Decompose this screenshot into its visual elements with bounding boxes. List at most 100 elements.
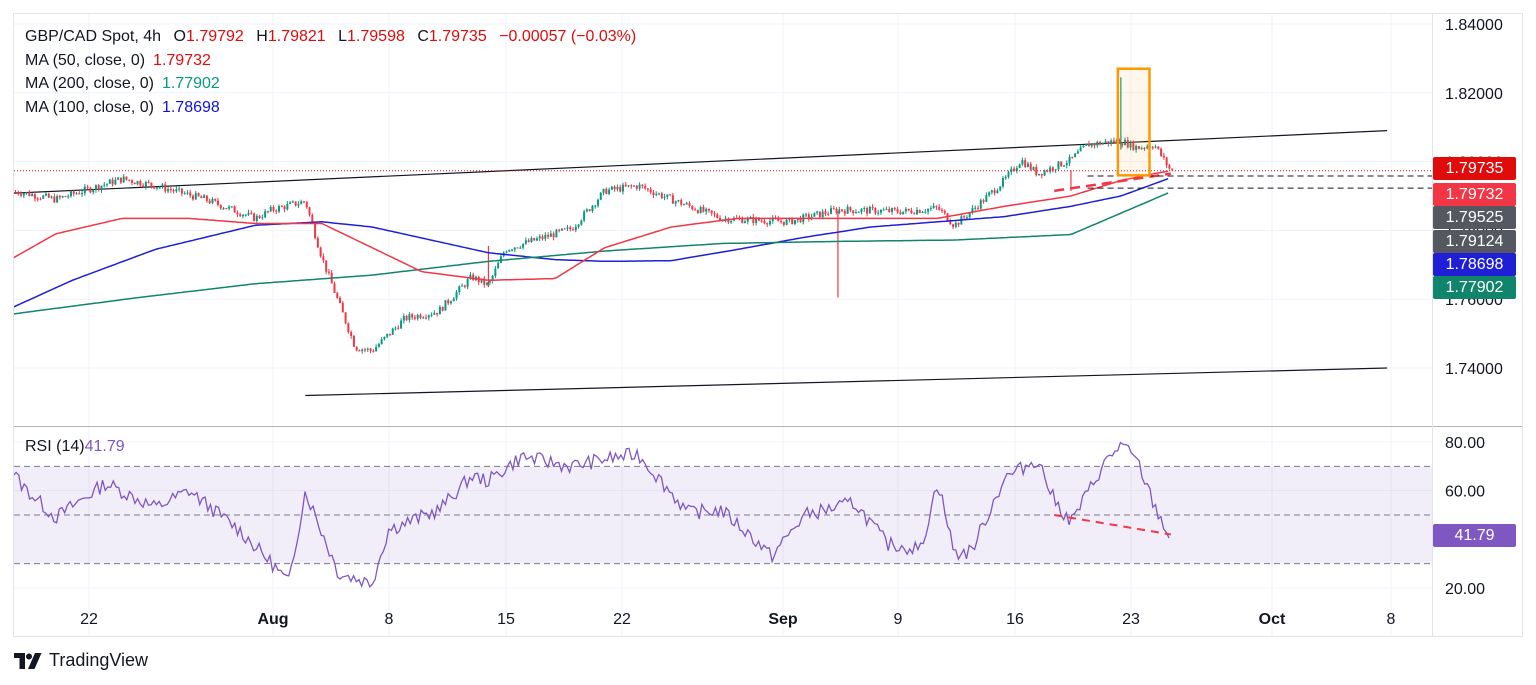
candle-body (921, 211, 924, 213)
price-pane[interactable] (0, 67, 1432, 397)
candle-body (78, 193, 81, 195)
candle-body (319, 247, 322, 257)
candle-body (1126, 139, 1129, 148)
candle-body (705, 208, 708, 212)
candle-body (954, 222, 957, 227)
candle-body (1021, 160, 1024, 165)
annotations (14, 67, 1432, 193)
ma50-row[interactable]: MA (50, close, 0) 1.79732 (25, 49, 636, 73)
candle-body (283, 206, 286, 210)
candle-body (832, 208, 835, 210)
candle-body (64, 196, 67, 198)
candle-body (419, 314, 422, 319)
candle-body (913, 213, 916, 215)
candle-body (838, 209, 841, 213)
candle-body (92, 189, 95, 193)
rsi-tick-label: 80.00 (1445, 435, 1485, 452)
candle-body (466, 279, 469, 287)
rsi-line (14, 441, 1170, 588)
candle-body (652, 192, 655, 196)
candle-body (988, 192, 991, 196)
candle-body (793, 220, 796, 225)
candle-body (183, 193, 186, 195)
candle-body (186, 192, 189, 194)
rsi-label: RSI (14) (25, 438, 85, 455)
candle-body (400, 320, 403, 329)
candle-body (369, 348, 372, 351)
symbol-label[interactable]: GBP/CAD Spot, 4h (25, 28, 162, 45)
candle-body (280, 206, 283, 208)
candle-body (552, 233, 555, 238)
candle-body (977, 207, 980, 209)
candle-body (879, 209, 882, 213)
low-value: 1.79598 (347, 28, 405, 45)
candle-body (927, 208, 930, 212)
candle-body (375, 347, 378, 352)
candle-body (472, 274, 475, 281)
candle-body (308, 207, 311, 215)
candle-body (42, 195, 45, 199)
candle-body (192, 195, 195, 200)
candle-body (1079, 147, 1082, 152)
candle-body (422, 317, 425, 319)
candle-body (144, 181, 147, 187)
candle-body (222, 208, 225, 210)
tradingview-brand[interactable]: TradingView (14, 650, 148, 671)
candle-body (266, 211, 269, 213)
candle-body (205, 195, 208, 201)
candle-body (824, 211, 827, 214)
rsi-legend[interactable]: RSI (14)41.79 (25, 438, 125, 456)
candle-body (691, 205, 694, 210)
candle-body (233, 206, 236, 213)
candle-body (61, 196, 64, 198)
candle-body (211, 198, 214, 204)
candle-body (311, 214, 314, 224)
candle-body (1101, 142, 1104, 145)
candle-body (990, 190, 993, 193)
candle-body (888, 208, 891, 212)
candle-body (613, 186, 616, 190)
candle-body (383, 336, 386, 340)
price-tag-ma100: 1.78698 (1433, 253, 1516, 276)
candle-body (658, 193, 661, 195)
ma50-line (14, 170, 1169, 281)
candle-body (33, 194, 36, 199)
candle-body (566, 227, 569, 229)
candle-body (671, 195, 674, 204)
chart-frame (13, 13, 1523, 637)
ma200-row[interactable]: MA (200, close, 0) 1.77902 (25, 72, 636, 96)
candle-body (372, 350, 375, 352)
candle-body (219, 204, 222, 209)
candle-body (1157, 146, 1160, 149)
candle-body (1046, 170, 1049, 172)
ma50-label: MA (50, close, 0) (25, 51, 146, 69)
candle-body (1168, 165, 1171, 169)
rsi-value: 41.79 (84, 438, 125, 455)
candle-body (852, 210, 855, 214)
candle-body (993, 190, 996, 194)
candle-body (985, 195, 988, 202)
candle-body (1001, 178, 1004, 187)
ma100-label: MA (100, close, 0) (25, 98, 154, 116)
open-value: 1.79792 (185, 28, 244, 45)
candle-body (938, 207, 941, 210)
rsi-pane[interactable] (0, 441, 1432, 588)
candle-body (1013, 168, 1016, 171)
candle-body (147, 181, 150, 183)
candle-body (247, 212, 250, 215)
candle-body (805, 214, 808, 216)
ma100-row[interactable]: MA (100, close, 0) 1.78698 (25, 96, 636, 120)
candle-body (327, 271, 330, 273)
candle-body (1026, 163, 1029, 167)
candle-body (294, 201, 297, 206)
rsi-tick-label: 60.00 (1445, 484, 1485, 501)
candle-body (1024, 160, 1027, 167)
candle-body (397, 327, 400, 329)
candle-body (1093, 143, 1096, 146)
candle-body (624, 184, 627, 187)
candle-body (452, 298, 455, 302)
candle-body (915, 210, 918, 215)
candle-body (616, 186, 619, 190)
candle-body (261, 217, 264, 219)
